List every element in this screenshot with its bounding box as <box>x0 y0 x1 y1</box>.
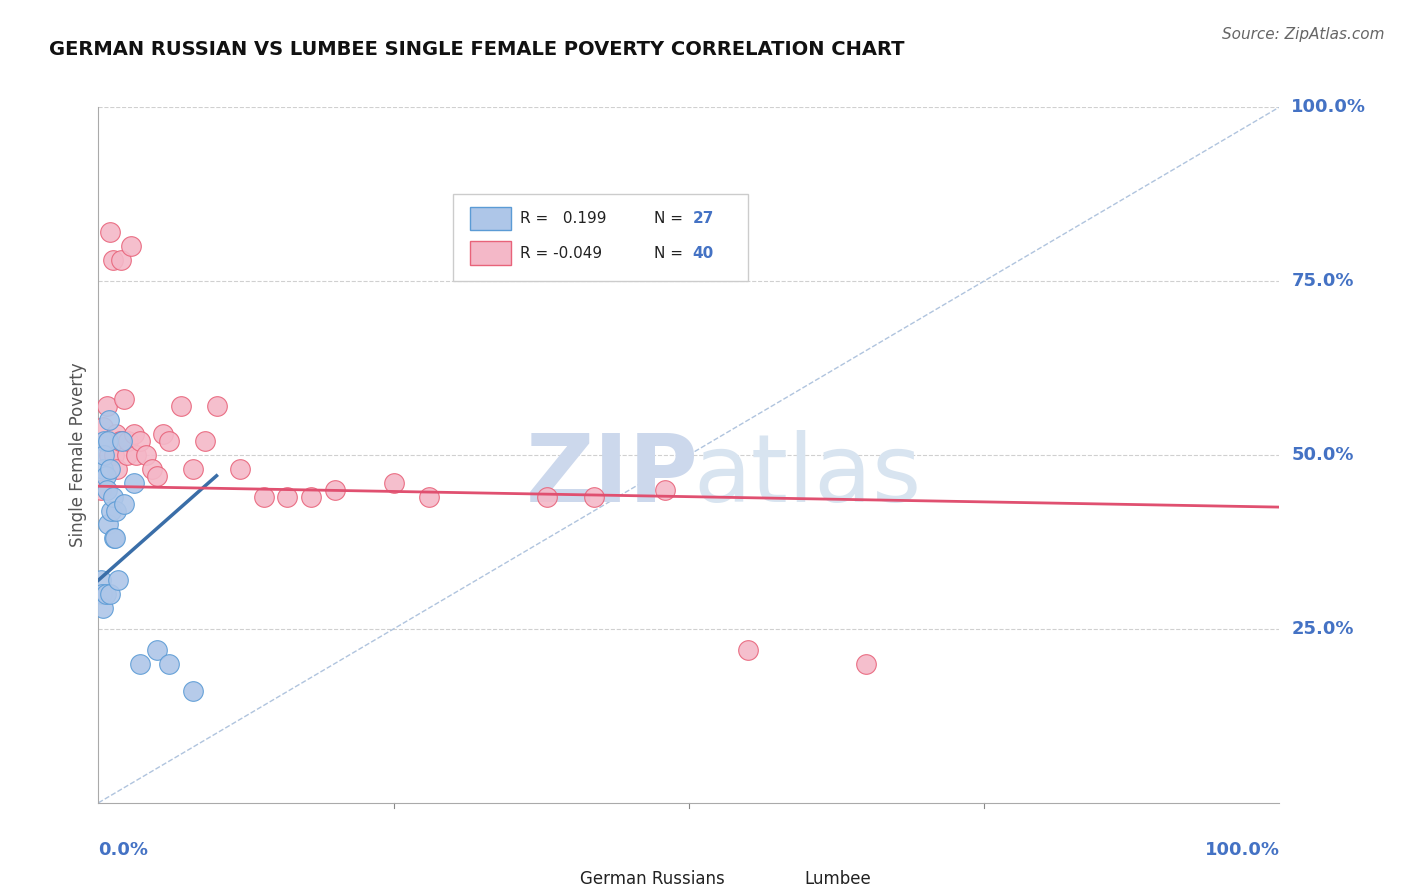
Point <box>103 448 125 462</box>
Point <box>229 462 252 476</box>
Point <box>93 448 115 462</box>
Point <box>382 475 405 490</box>
Text: Source: ZipAtlas.com: Source: ZipAtlas.com <box>1222 27 1385 42</box>
Point <box>96 399 118 413</box>
Text: 0.0%: 0.0% <box>98 841 149 859</box>
Text: R = -0.049: R = -0.049 <box>520 245 602 260</box>
Point <box>91 420 114 434</box>
Point <box>94 587 117 601</box>
Y-axis label: Single Female Poverty: Single Female Poverty <box>69 363 87 547</box>
Point <box>536 490 558 504</box>
Point <box>205 399 228 413</box>
Point <box>128 434 150 448</box>
Text: N =: N = <box>654 245 688 260</box>
Point <box>125 448 148 462</box>
Point <box>105 427 128 442</box>
Text: German Russians: German Russians <box>581 871 725 888</box>
Point <box>121 239 143 253</box>
Point <box>152 427 174 442</box>
Point <box>157 657 180 671</box>
FancyBboxPatch shape <box>471 242 510 265</box>
Text: atlas: atlas <box>693 430 921 522</box>
FancyBboxPatch shape <box>533 869 574 891</box>
Point <box>97 517 120 532</box>
Point <box>101 253 124 268</box>
Point <box>91 587 114 601</box>
Point <box>107 573 129 587</box>
Point <box>98 225 121 239</box>
Point <box>104 532 127 546</box>
Point <box>98 462 121 476</box>
Text: 100.0%: 100.0% <box>1291 98 1367 116</box>
Point <box>100 503 122 517</box>
Point <box>299 490 322 504</box>
Point <box>101 490 124 504</box>
Text: 75.0%: 75.0% <box>1291 272 1354 290</box>
Point <box>418 490 440 504</box>
Point <box>98 413 121 427</box>
Point <box>146 642 169 657</box>
Point <box>141 462 163 476</box>
Text: 100.0%: 100.0% <box>1205 841 1279 859</box>
Point <box>253 490 276 504</box>
Point <box>112 392 135 407</box>
Text: ZIP: ZIP <box>526 430 699 522</box>
Point <box>583 490 606 504</box>
Point <box>91 462 114 476</box>
Point <box>112 497 135 511</box>
Point <box>122 427 145 442</box>
Text: N =: N = <box>654 211 688 226</box>
Point <box>105 503 128 517</box>
Text: Lumbee: Lumbee <box>804 871 872 888</box>
Point <box>194 434 217 448</box>
Point <box>98 587 121 601</box>
Point <box>117 434 139 448</box>
Point <box>128 657 150 671</box>
Text: 50.0%: 50.0% <box>1291 446 1354 464</box>
Point <box>96 483 118 497</box>
Text: R =   0.199: R = 0.199 <box>520 211 606 226</box>
Point <box>122 475 145 490</box>
FancyBboxPatch shape <box>758 869 797 891</box>
Point <box>170 399 193 413</box>
Point <box>115 448 138 462</box>
Point <box>90 573 112 587</box>
Point <box>90 483 112 497</box>
Point <box>157 434 180 448</box>
Text: 25.0%: 25.0% <box>1291 620 1354 638</box>
Point <box>737 642 759 657</box>
Point <box>654 483 676 497</box>
Point <box>323 483 346 497</box>
Point <box>111 434 134 448</box>
Point <box>94 468 117 483</box>
Point <box>93 434 115 448</box>
Point <box>103 532 125 546</box>
Text: 40: 40 <box>693 245 714 260</box>
Point <box>181 462 204 476</box>
Point <box>111 434 134 448</box>
FancyBboxPatch shape <box>471 207 510 230</box>
Point <box>855 657 877 671</box>
Point <box>146 468 169 483</box>
Text: GERMAN RUSSIAN VS LUMBEE SINGLE FEMALE POVERTY CORRELATION CHART: GERMAN RUSSIAN VS LUMBEE SINGLE FEMALE P… <box>49 40 904 59</box>
Point <box>97 434 120 448</box>
Point <box>105 462 128 476</box>
Point <box>91 601 114 615</box>
Point <box>135 448 157 462</box>
Point <box>110 253 132 268</box>
Point <box>108 434 131 448</box>
FancyBboxPatch shape <box>453 194 748 281</box>
Point <box>276 490 298 504</box>
Text: 27: 27 <box>693 211 714 226</box>
Point <box>181 684 204 698</box>
Point <box>98 448 121 462</box>
